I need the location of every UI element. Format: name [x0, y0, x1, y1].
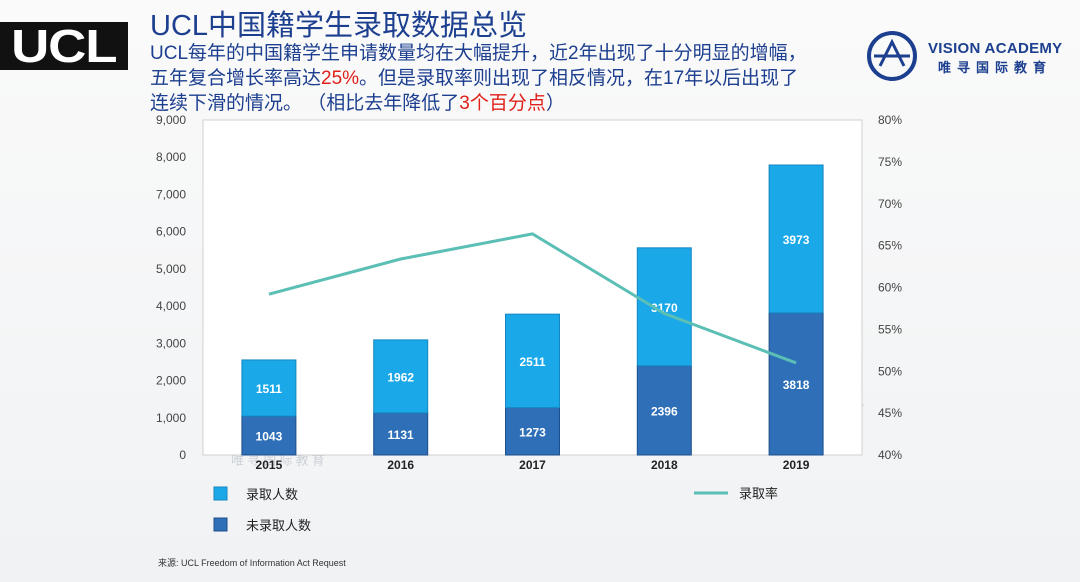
legend-label-rate: 录取率 — [739, 486, 778, 501]
x-tick-label: 2019 — [783, 458, 810, 472]
data-label-not-admitted: 1273 — [519, 425, 546, 439]
bar-admitted — [768, 164, 824, 314]
y2-tick-label: 45% — [878, 406, 902, 420]
y-tick-label: 2,000 — [156, 374, 186, 388]
decline-highlight: 3个百分点 — [459, 93, 546, 114]
bar-admitted — [636, 247, 692, 367]
description-text: ） — [545, 93, 565, 114]
legend-swatch-admitted — [213, 486, 228, 501]
y-axis-right: 40% 45% 50% 55% 60% 65% 70% 75% 80% — [878, 113, 902, 462]
y2-tick-label: 60% — [878, 281, 902, 295]
y2-tick-label: 50% — [878, 364, 902, 378]
description-text: 五年复合增长率高达 — [150, 68, 322, 89]
y2-tick-label: 40% — [878, 448, 902, 462]
data-label-not-admitted: 1131 — [388, 428, 414, 442]
y-axis-left: 0 1,000 2,000 3,000 4,000 5,000 6,000 7,000 8,00… — [156, 113, 186, 462]
data-label-admitted: 3973 — [783, 233, 810, 247]
y2-tick-label: 55% — [878, 322, 902, 336]
y-tick-label: 0 — [179, 448, 186, 462]
data-label-not-admitted: 2396 — [651, 404, 678, 418]
y2-tick-label: 75% — [878, 155, 902, 169]
bar-admitted — [373, 339, 429, 414]
y-tick-label: 9,000 — [156, 113, 186, 127]
x-tick-label: 2017 — [519, 458, 546, 472]
description-text: 连续下滑的情况。 （相比去年降低了 — [150, 93, 460, 114]
description-line-1: UCL每年的中国籍学生申请数量均在大幅提升，近2年出现了十分明显的增幅， — [150, 43, 807, 64]
y-tick-label: 8,000 — [156, 150, 186, 164]
cagr-highlight: 25% — [321, 68, 360, 89]
description-line-2: 五年复合增长率高达25%。但是录取率则出现了相反情况，在17年以后出现了 — [150, 63, 798, 90]
legend-label-admitted: 录取人数 — [246, 487, 298, 502]
data-label-admitted: 3170 — [651, 301, 678, 315]
y-tick-label: 5,000 — [156, 262, 186, 276]
y-tick-label: 6,000 — [156, 225, 186, 239]
bar-not-admitted — [505, 407, 560, 456]
vision-academy-name: VISION ACADEMY — [928, 40, 1063, 57]
y2-tick-label: 80% — [878, 113, 902, 127]
data-label-admitted: 1962 — [387, 370, 414, 384]
y-tick-label: 4,000 — [156, 299, 186, 313]
y-tick-label: 7,000 — [156, 187, 186, 201]
bar-admitted — [505, 313, 560, 409]
bar-group: 1043 1511 1131 1962 1273 2511 2396 3170 3818 3973 — [241, 164, 824, 456]
description-line-3: 连续下滑的情况。 （相比去年降低了3个百分点） — [150, 88, 565, 115]
page-title: UCL中国籍学生录取数据总览 — [150, 10, 528, 42]
description-text: 。但是录取率则出现了相反情况，在17年以后出现了 — [359, 68, 799, 89]
data-label-admitted: 2511 — [519, 355, 545, 369]
watermark-text: 唯寻国际教育 — [231, 453, 328, 468]
x-tick-label: 2016 — [387, 458, 414, 472]
source-note: 来源: UCL Freedom of Information Act Reque… — [158, 558, 346, 568]
vision-academy-logo-icon — [867, 31, 917, 81]
bar-not-admitted — [241, 415, 297, 456]
legend-swatch-not-admitted — [213, 517, 228, 532]
bar-not-admitted — [373, 412, 429, 456]
data-label-not-admitted: 1043 — [256, 430, 283, 444]
x-tick-label: 2015 — [256, 458, 283, 472]
y-tick-label: 1,000 — [156, 411, 186, 425]
rate-line-group — [268, 232, 797, 365]
bar-not-admitted — [636, 365, 692, 456]
bar-not-admitted — [768, 312, 824, 456]
x-axis: 2015 2016 2017 2018 2019 — [256, 458, 810, 472]
bar-admitted — [241, 359, 297, 417]
x-tick-label: 2018 — [651, 458, 678, 472]
data-label-not-admitted: 3818 — [783, 378, 810, 392]
data-label-admitted: 1511 — [256, 382, 282, 396]
y-tick-label: 3,000 — [156, 336, 186, 350]
legend-label-not-admitted: 未录取人数 — [246, 518, 311, 533]
y2-tick-label: 65% — [878, 239, 902, 253]
ucl-logo: UCL — [0, 22, 128, 70]
y2-tick-label: 70% — [878, 197, 902, 211]
vision-academy-subtitle: 唯寻国际教育 — [938, 60, 1053, 75]
